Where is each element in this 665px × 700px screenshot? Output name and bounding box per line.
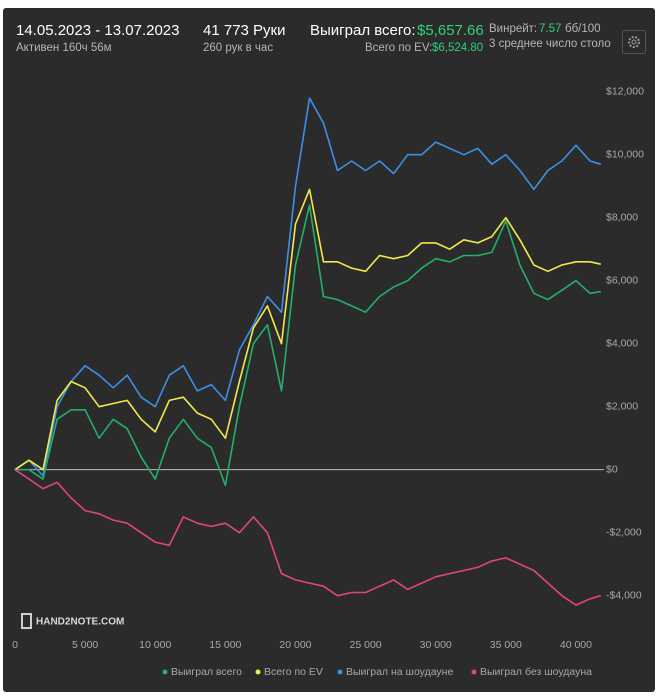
ev-label: Всего по EV: bbox=[365, 42, 433, 54]
y-tick-label: $10,000 bbox=[606, 149, 644, 161]
active-time: Активен 160ч 56м bbox=[16, 42, 112, 54]
won-value: $5,657.66 bbox=[417, 22, 484, 39]
legend-label: Выиграл всего bbox=[171, 666, 242, 678]
winrate-unit: бб/100 bbox=[565, 23, 601, 35]
legend-label: Всего по EV bbox=[264, 666, 323, 678]
winrate-label: Винрейт: bbox=[489, 23, 538, 35]
y-tick-label: $8,000 bbox=[606, 212, 638, 224]
x-tick-label: 20 000 bbox=[279, 639, 311, 651]
legend-label: Выиграл на шоудауне bbox=[346, 666, 453, 678]
won-label: Выиграл всего: bbox=[310, 22, 416, 39]
legend-swatch bbox=[337, 669, 343, 675]
panel: 14.05.2023 - 13.07.2023 Активен 160ч 56м… bbox=[3, 8, 655, 692]
winrate-value: 7.57 bbox=[539, 23, 562, 35]
x-tick-label: 0 bbox=[12, 639, 18, 651]
y-tick-label: $4,000 bbox=[606, 337, 638, 349]
legend-swatch bbox=[255, 669, 261, 675]
hands: 41 773 Руки bbox=[203, 22, 286, 39]
hands-per-hour: 260 рук в час bbox=[203, 42, 274, 54]
series-line bbox=[14, 469, 602, 606]
x-tick-label: 30 000 bbox=[420, 639, 452, 651]
tables-clip: 3 среднее число столо bbox=[489, 38, 614, 50]
series-line bbox=[14, 188, 601, 471]
series-line bbox=[14, 97, 602, 477]
period: 14.05.2023 - 13.07.2023 bbox=[16, 22, 180, 39]
legend-swatch bbox=[162, 669, 168, 675]
y-tick-label: $2,000 bbox=[606, 400, 638, 412]
y-tick-label: -$4,000 bbox=[606, 589, 642, 601]
y-tick-label: $0 bbox=[606, 463, 618, 475]
gear-icon bbox=[628, 36, 640, 48]
settings-button[interactable] bbox=[622, 30, 646, 54]
tables: 3 среднее число столо bbox=[489, 38, 611, 50]
x-tick-label: 10 000 bbox=[139, 639, 171, 651]
x-tick-label: 15 000 bbox=[209, 639, 241, 651]
legend-label: Выиграл без шоудауна bbox=[480, 666, 592, 678]
series-line bbox=[15, 204, 601, 487]
x-tick-label: 25 000 bbox=[350, 639, 382, 651]
y-tick-label: $6,000 bbox=[606, 274, 638, 286]
ev-value: $6,524.80 bbox=[432, 42, 484, 54]
legend-swatch bbox=[471, 669, 477, 675]
x-tick-label: 40 000 bbox=[560, 639, 592, 651]
x-tick-label: 35 000 bbox=[490, 639, 522, 651]
logo-mark bbox=[21, 613, 32, 629]
logo: HAND2NOTE.COM bbox=[36, 617, 124, 628]
y-tick-label: -$2,000 bbox=[606, 526, 642, 538]
x-tick-label: 5 000 bbox=[72, 639, 98, 651]
y-tick-label: $12,000 bbox=[606, 86, 644, 98]
